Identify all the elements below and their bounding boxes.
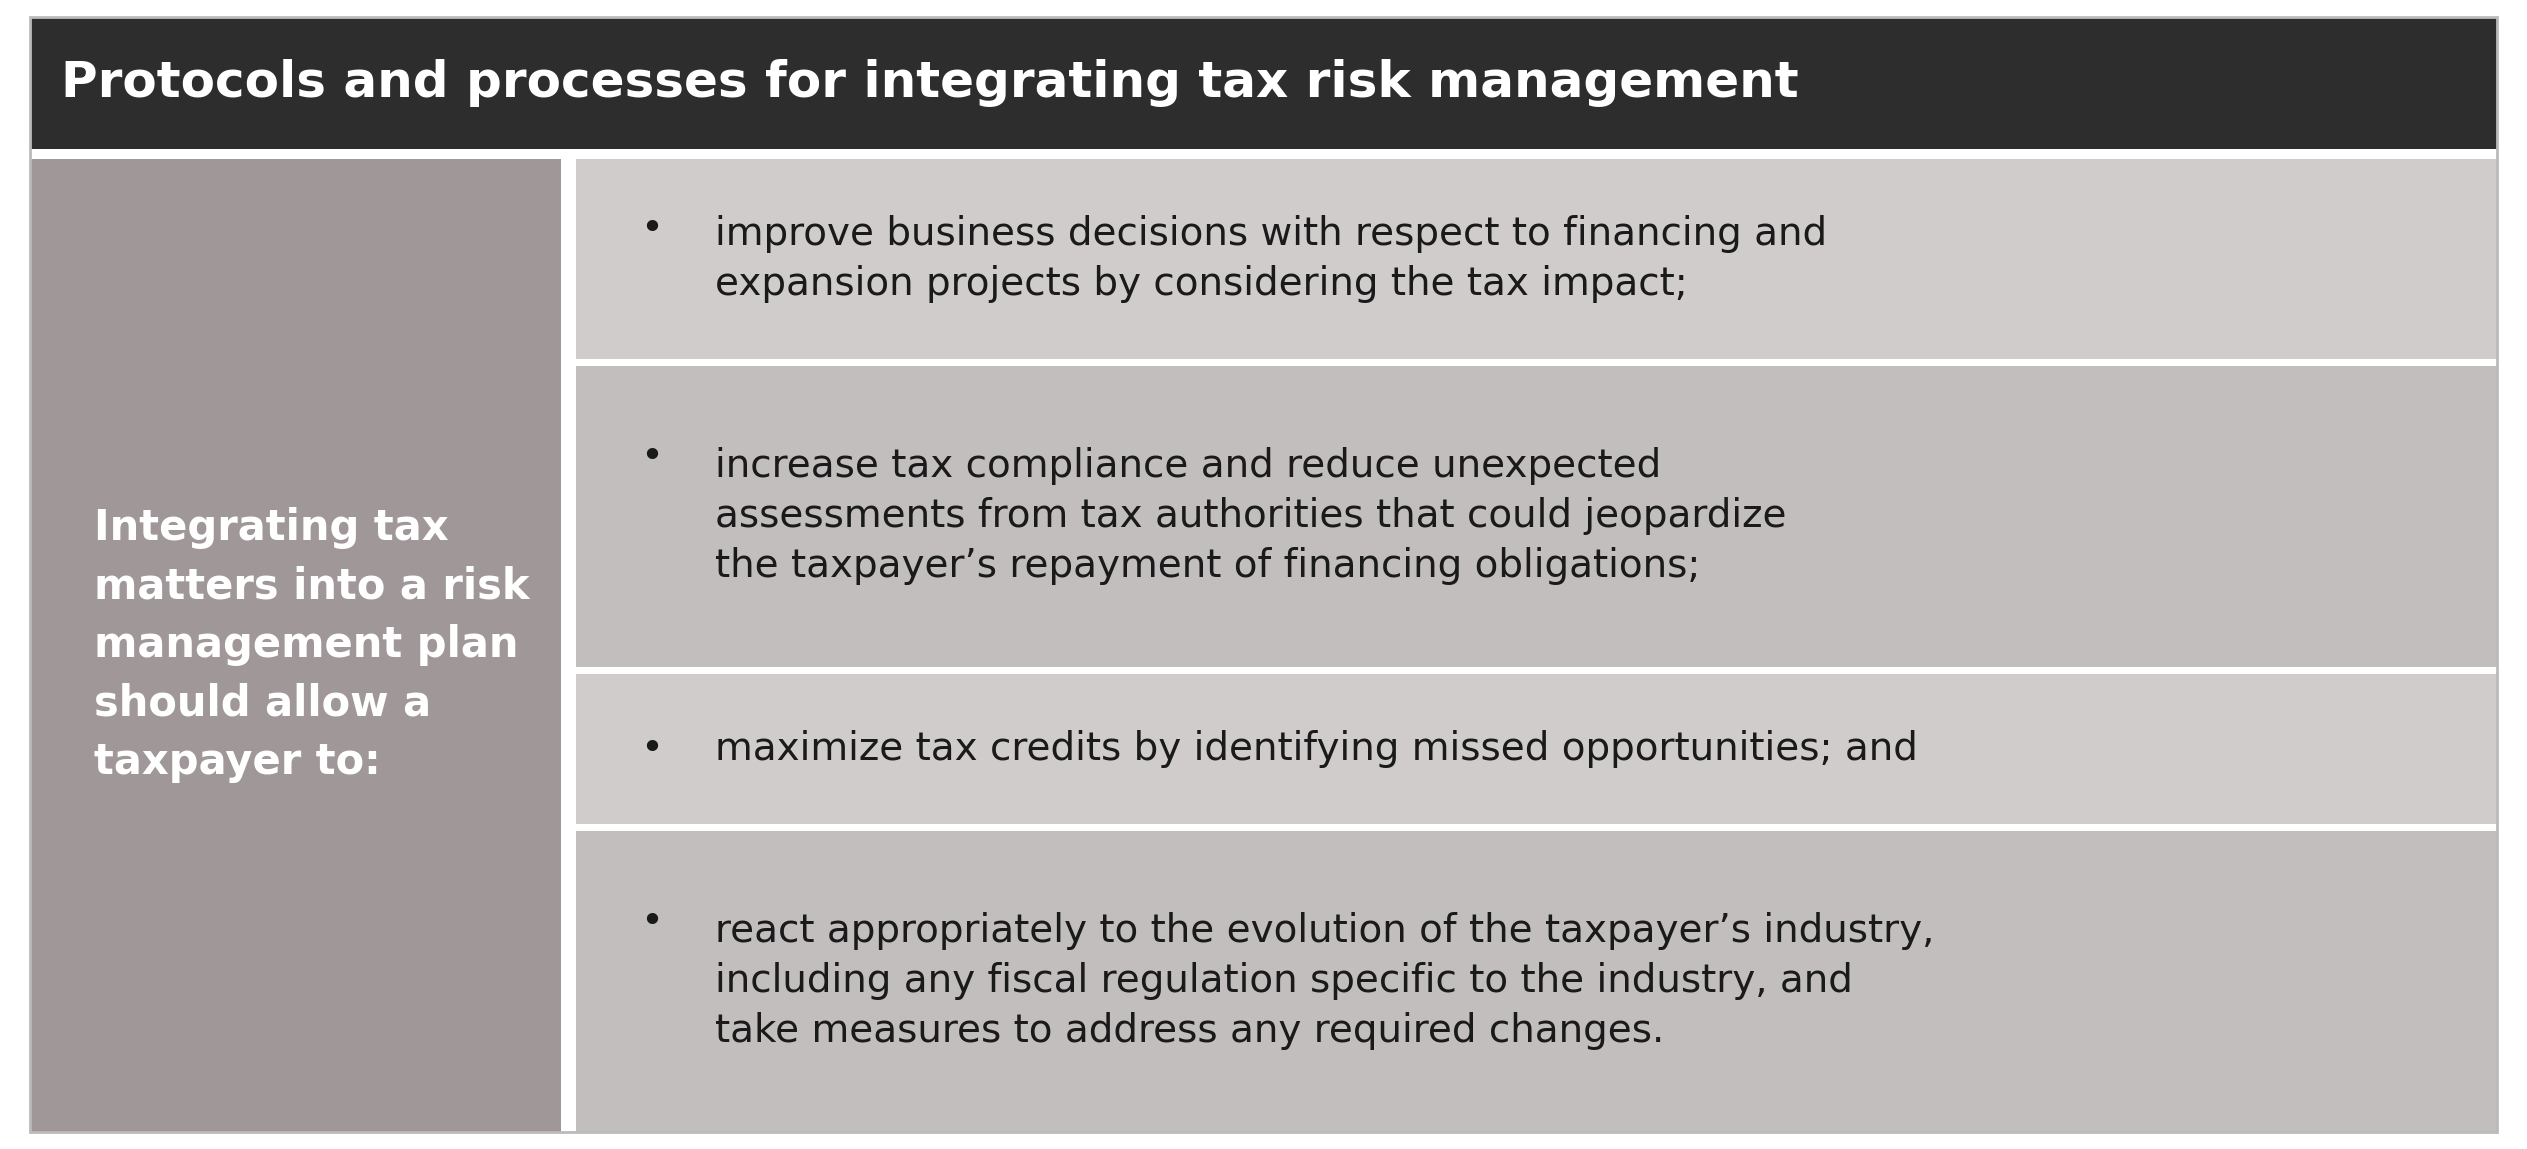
Text: maximize tax credits by identifying missed opportunities; and: maximize tax credits by identifying miss…: [715, 730, 1918, 768]
Bar: [576, 831, 2497, 1132]
Bar: [576, 367, 2497, 666]
Text: increase tax compliance and reduce unexpected
assessments from tax authorities t: increase tax compliance and reduce unexp…: [715, 447, 1787, 585]
Bar: [576, 159, 2497, 360]
Bar: [561, 159, 576, 1132]
Text: improve business decisions with respect to financing and
expansion projects by c: improve business decisions with respect …: [715, 215, 1827, 303]
Text: •: •: [639, 903, 662, 941]
Text: •: •: [639, 730, 662, 768]
Bar: [30, 159, 561, 1132]
Bar: [576, 360, 2497, 367]
Bar: [576, 824, 2497, 831]
Text: •: •: [639, 210, 662, 248]
Text: react appropriately to the evolution of the taxpayer’s industry,
including any f: react appropriately to the evolution of …: [715, 912, 1933, 1050]
Text: Protocols and processes for integrating tax risk management: Protocols and processes for integrating …: [61, 60, 1799, 107]
Text: Integrating tax
matters into a risk
management plan
should allow a
taxpayer to:: Integrating tax matters into a risk mana…: [93, 507, 531, 784]
Text: •: •: [639, 439, 662, 477]
Bar: [576, 666, 2497, 673]
Bar: [30, 17, 2497, 149]
Bar: [576, 673, 2497, 824]
